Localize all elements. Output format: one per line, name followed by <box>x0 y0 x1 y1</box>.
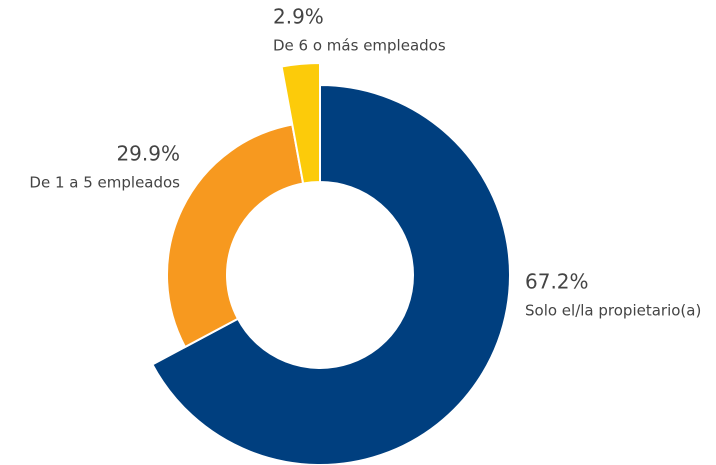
value-label: 29.9% <box>116 142 180 166</box>
donut-slice <box>151 83 511 465</box>
category-label: Solo el/la propietario(a) <box>525 302 701 320</box>
donut-slice <box>166 123 305 349</box>
value-label: 2.9% <box>273 5 324 29</box>
value-label: 67.2% <box>525 270 589 294</box>
category-label: De 1 a 5 empleados <box>29 174 180 192</box>
category-label: De 6 o más empleados <box>273 37 446 55</box>
donut-slice <box>280 61 321 185</box>
